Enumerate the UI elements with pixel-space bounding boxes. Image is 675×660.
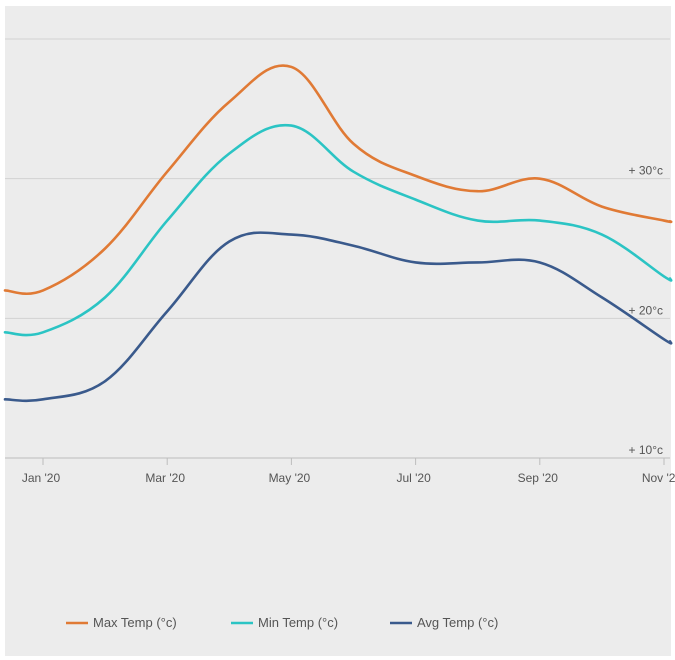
x-tick-label: Jan '20 <box>22 471 61 485</box>
legend-label: Min Temp (°c) <box>258 615 338 630</box>
y-tick-label: + 30°c <box>629 164 664 178</box>
x-tick-label: Jul '20 <box>396 471 431 485</box>
gridlines <box>5 38 670 319</box>
y-tick-label: + 10°c <box>629 443 664 457</box>
series-line-1 <box>3 123 673 337</box>
x-tick-label: Mar '20 <box>145 471 185 485</box>
series-line-2 <box>3 231 673 403</box>
chart-background <box>5 6 671 656</box>
y-tick-label: + 20°c <box>629 303 664 317</box>
x-tick-label: Nov '20 <box>642 471 675 485</box>
series-line-0 <box>3 64 673 296</box>
y-axis-labels: + 10°c + 20°c + 30°c <box>629 164 664 457</box>
legend-label: Avg Temp (°c) <box>417 615 498 630</box>
x-tick-label: Sep '20 <box>518 471 559 485</box>
x-axis: Jan '20 Mar '20 May '20 Jul '20 Sep '20 Nov '… <box>5 457 675 485</box>
legend: Max Temp (°c) Min Temp (°c) Avg Temp (°c) <box>66 615 498 630</box>
series-lines <box>3 64 673 403</box>
legend-label: Max Temp (°c) <box>93 615 177 630</box>
x-tick-label: May '20 <box>269 471 311 485</box>
